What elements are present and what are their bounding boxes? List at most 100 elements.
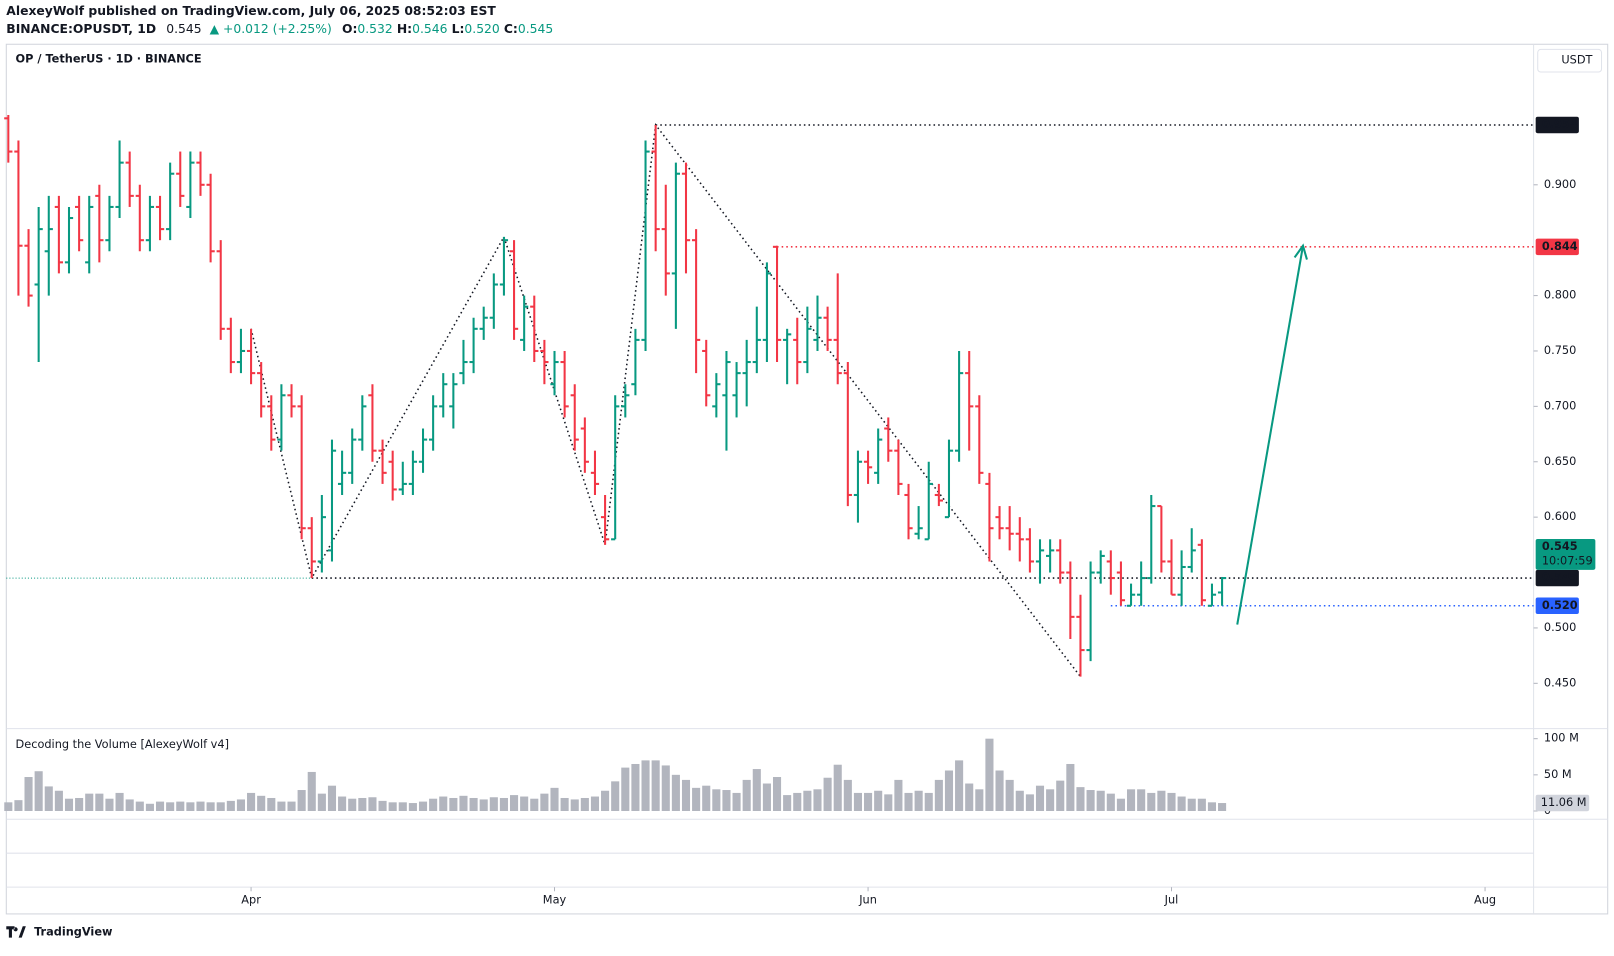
volume-bar xyxy=(196,801,205,812)
ohlc-bar xyxy=(1076,594,1085,677)
ohlc-bar xyxy=(196,151,205,196)
ohlc-bar xyxy=(1157,505,1166,573)
volume-bar xyxy=(590,796,600,812)
ohlc-bar xyxy=(550,350,559,396)
volume-bar xyxy=(712,789,721,812)
ohlc-bar xyxy=(1207,583,1217,607)
ohlc-bar xyxy=(742,339,751,407)
ohlc-bar xyxy=(14,140,23,296)
x-tick-label: Jun xyxy=(858,893,877,907)
ohlc-value: 0.520 xyxy=(464,21,499,35)
volume-bar xyxy=(155,801,165,812)
ohlc-bar xyxy=(641,140,650,351)
volume-bar xyxy=(671,774,680,812)
volume-bar xyxy=(1218,803,1227,812)
ohlc-bar xyxy=(135,184,144,252)
ohlc-bar xyxy=(418,428,428,473)
volume-tick-label: 50 M xyxy=(1544,767,1572,781)
volume-bar xyxy=(1207,802,1217,812)
ohlc-bar xyxy=(246,328,256,385)
volume-bar xyxy=(267,797,276,812)
volume-bar xyxy=(732,792,741,812)
volume-bar xyxy=(368,797,377,812)
volume-bar xyxy=(1005,779,1014,812)
ohlc-bar xyxy=(560,350,569,418)
ohlc-bar xyxy=(1046,539,1055,573)
volume-bar xyxy=(1167,792,1176,812)
ohlc-bar xyxy=(54,195,64,274)
volume-bar xyxy=(884,794,893,812)
ohlc-bar xyxy=(317,494,326,573)
volume-bar xyxy=(418,801,428,812)
ohlc-bar xyxy=(287,384,296,418)
ohlc-bar xyxy=(327,439,337,562)
ohlc-bar xyxy=(702,339,711,407)
volume-bar xyxy=(1056,780,1065,812)
ohlc-bar xyxy=(449,373,458,429)
ohlc-bar xyxy=(44,195,53,296)
volume-bar xyxy=(944,770,954,812)
ohlc-bar xyxy=(1096,550,1105,584)
volume-bar xyxy=(287,801,296,812)
ohlc-bar xyxy=(621,384,630,418)
volume-bar xyxy=(216,802,225,812)
volume-bar xyxy=(914,790,923,812)
ohlc-bar xyxy=(166,162,175,241)
volume-bar xyxy=(843,779,852,812)
ohlc-bar xyxy=(1167,539,1176,596)
ohlc-bar xyxy=(1066,561,1075,640)
ohlc-bar xyxy=(934,483,943,507)
volume-bar xyxy=(1066,763,1075,812)
ohlc-bar xyxy=(368,384,377,462)
y-tick-label: 0.900 xyxy=(1544,177,1576,191)
ohlc-bar xyxy=(236,328,246,374)
ohlc-bar xyxy=(823,306,832,351)
volume-bar xyxy=(651,760,660,812)
volume-bar xyxy=(115,792,124,812)
ohlc-bar xyxy=(34,206,43,363)
x-tick-label: Apr xyxy=(241,893,261,907)
ohlc-bar xyxy=(277,384,286,451)
ohlc-bar xyxy=(74,195,84,252)
volume-bar xyxy=(64,798,74,812)
volume-bar xyxy=(1197,798,1206,812)
ohlc-bar xyxy=(95,184,104,263)
volume-bar xyxy=(853,792,862,812)
volume-bar xyxy=(813,789,822,812)
ohlc-bar xyxy=(24,229,33,307)
ohlc-bar xyxy=(85,195,94,274)
ohlc-bar xyxy=(216,240,225,340)
volume-bar xyxy=(874,790,883,812)
volume-bar xyxy=(793,792,802,812)
ohlc-bar xyxy=(954,350,964,462)
volume-bar xyxy=(1076,787,1085,812)
volume-bar xyxy=(398,802,407,812)
pane-title: OP / TetherUS · 1D · BINANCE xyxy=(16,52,202,66)
volume-bar xyxy=(540,793,549,812)
volume-bar xyxy=(1137,789,1146,812)
ohlc-label: L: xyxy=(452,21,465,35)
y-tick-label: 0.500 xyxy=(1544,620,1576,634)
volume-bar xyxy=(661,765,670,812)
ohlc-bar xyxy=(995,506,1004,540)
ohlc-bar xyxy=(570,384,579,451)
ohlc-bar xyxy=(1086,561,1095,662)
ohlc-bar xyxy=(226,317,235,374)
volume-bar xyxy=(641,760,650,812)
ohlc-bar xyxy=(853,450,863,523)
currency[interactable]: USDT xyxy=(1561,53,1592,67)
ohlc-bar xyxy=(651,124,660,252)
volume-bar xyxy=(469,797,478,812)
ohlc-bar xyxy=(388,450,397,501)
level-label: 0.545 xyxy=(1542,570,1578,584)
volume-bar xyxy=(1126,789,1136,812)
volume-tick-label: 100 M xyxy=(1544,731,1579,745)
volume-bar xyxy=(601,790,610,812)
currency-button[interactable] xyxy=(1537,48,1603,73)
ohlc-bar xyxy=(1217,576,1227,606)
ohlc-bar xyxy=(499,236,509,296)
ohlc-bar xyxy=(469,317,478,374)
volume-bar xyxy=(388,802,397,812)
volume-bar xyxy=(358,797,367,812)
